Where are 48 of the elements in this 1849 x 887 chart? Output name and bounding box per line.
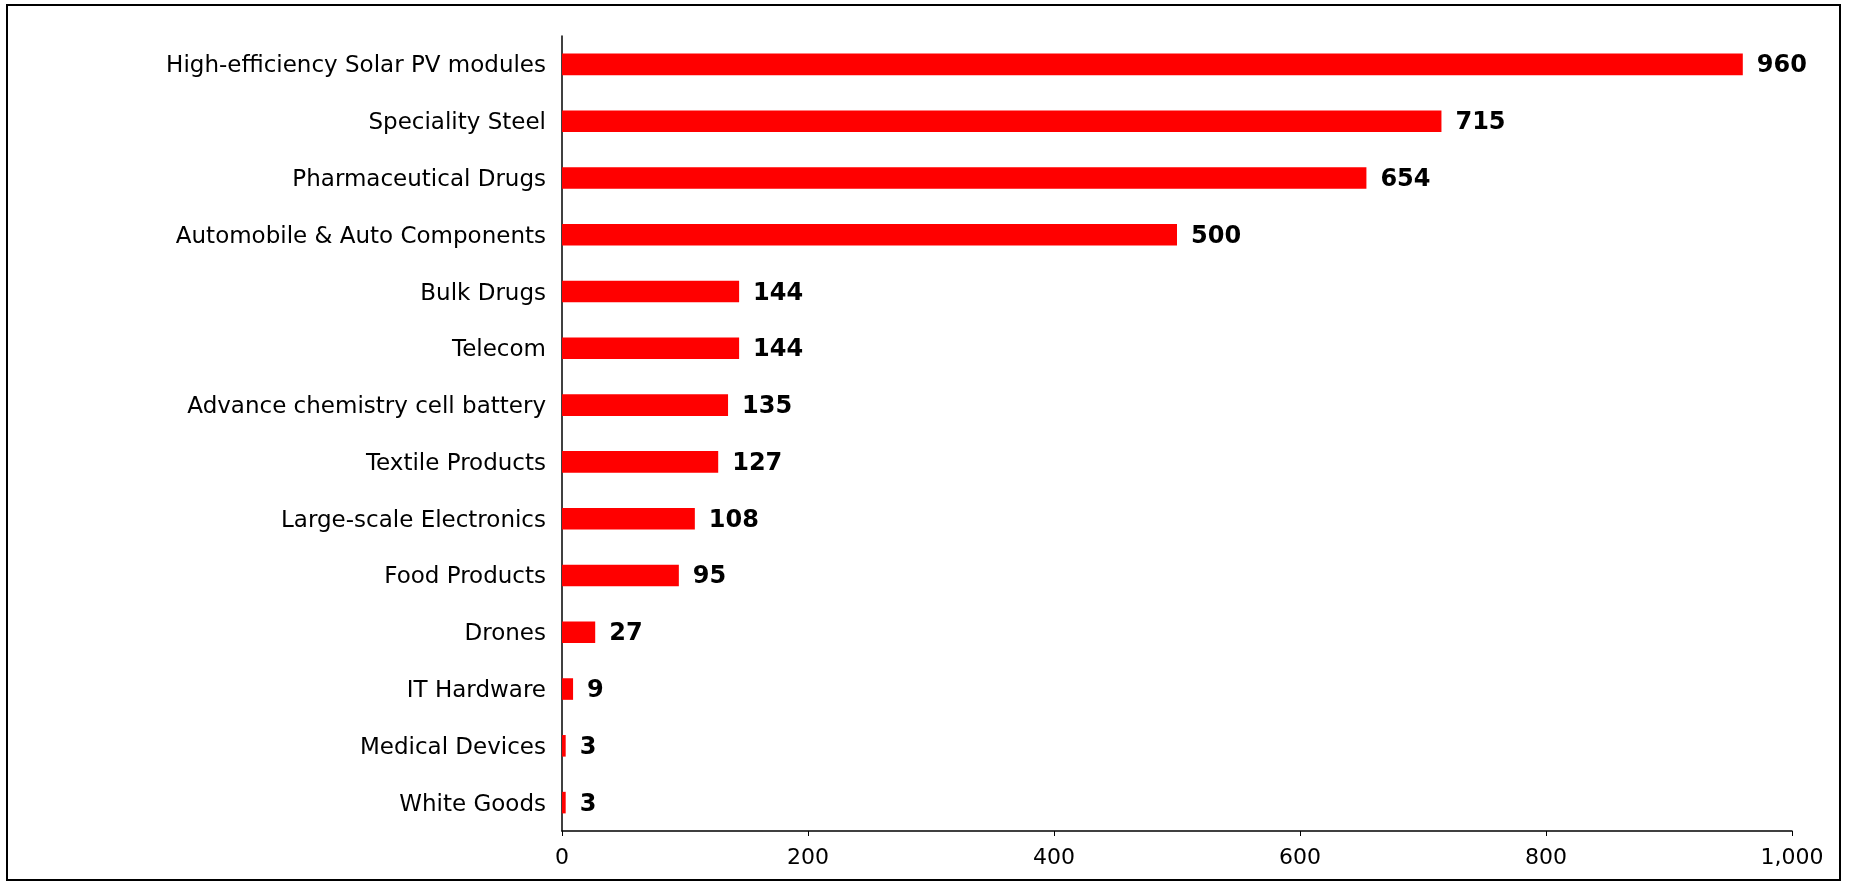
data-label: 135: [742, 391, 793, 420]
data-label: 654: [1380, 163, 1431, 192]
y-tick-label: High-efficiency Solar PV modules: [166, 51, 546, 78]
bar: [562, 394, 729, 416]
data-label: 9: [587, 675, 604, 704]
bar: [562, 678, 574, 700]
y-tick-label: Food Products: [384, 562, 546, 589]
y-tick-label: Automobile & Auto Components: [175, 221, 546, 248]
y-tick-label: Bulk Drugs: [420, 278, 546, 305]
bar: [562, 223, 1177, 246]
x-tick-label: 400: [1033, 843, 1075, 869]
bar: [562, 53, 1743, 76]
x-tick-label: 1,000: [1760, 843, 1824, 869]
data-label: 144: [753, 277, 804, 306]
y-tick-label: Drones: [464, 619, 546, 646]
bar: [562, 167, 1367, 189]
data-label: 500: [1191, 220, 1242, 249]
y-tick-label: Advance chemistry cell battery: [187, 392, 546, 419]
data-label: 108: [708, 504, 759, 533]
y-tick-label: Large-scale Electronics: [281, 505, 546, 532]
bar: [562, 507, 695, 530]
bar: [562, 110, 1442, 132]
y-tick-label: Pharmaceutical Drugs: [292, 164, 546, 191]
bar: [562, 621, 596, 644]
bar: [562, 791, 566, 814]
bar: [562, 735, 566, 757]
data-label: 95: [692, 561, 727, 590]
x-tick-label: 200: [787, 843, 829, 869]
bar: [562, 451, 719, 473]
x-tick-label: 800: [1525, 843, 1567, 869]
bar: [562, 337, 740, 360]
y-tick-label: Speciality Steel: [368, 108, 546, 135]
bar: [562, 564, 679, 587]
data-label: 960: [1756, 50, 1807, 79]
y-tick-label: White Goods: [399, 789, 546, 816]
y-tick-label: Medical Devices: [359, 732, 546, 759]
x-tick-label: 0: [555, 843, 569, 869]
y-tick-label: Telecom: [451, 335, 546, 362]
x-tick-label: 600: [1279, 843, 1321, 869]
y-tick-label: IT Hardware: [406, 676, 546, 703]
data-label: 3: [579, 788, 597, 817]
data-label: 3: [579, 731, 597, 760]
data-label: 144: [753, 334, 804, 363]
data-label: 127: [732, 447, 783, 476]
y-tick-label: Textile Products: [364, 448, 546, 475]
data-label: 27: [609, 618, 643, 647]
data-label: 715: [1455, 107, 1506, 136]
bar: [562, 280, 740, 303]
